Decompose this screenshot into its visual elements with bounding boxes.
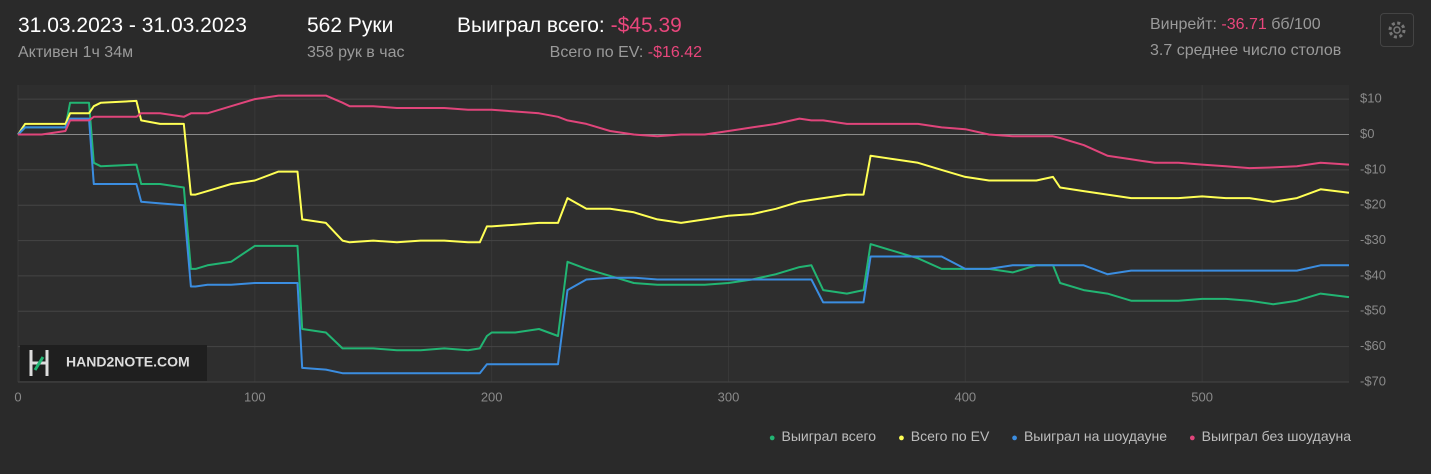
y-tick-label: -$50 [1360, 303, 1386, 318]
gear-icon [1388, 21, 1406, 39]
legend-label: Выиграл без шоудауна [1201, 428, 1351, 444]
x-tick-label: 0 [14, 389, 21, 404]
hands-per-hour: 358 рук в час [307, 44, 405, 61]
winrate-label: Винрейт: [1150, 16, 1217, 33]
ev-total: Всего по EV: -$16.42 [550, 44, 702, 62]
avg-tables: 3.7 среднее число столов [1150, 42, 1342, 59]
y-tick-label: -$70 [1360, 373, 1386, 388]
watermark-logo-accent [33, 356, 45, 371]
winrate: Винрейт: -36.71 бб/100 [1150, 16, 1321, 34]
x-tick-label: 300 [718, 389, 740, 404]
won-label: Выиграл всего: [457, 14, 605, 37]
legend-item[interactable]: ● Выиграл всего [769, 428, 876, 444]
chart: HAND2NOTE.COM 0 100 200 300 400 500 $10 $0 -$10 -… [14, 85, 1387, 405]
series-line [18, 94, 1350, 170]
legend-item[interactable]: ● Всего по EV [898, 428, 989, 444]
x-tick-label: 200 [481, 389, 503, 404]
legend-item[interactable]: ● Выиграл без шоудауна [1189, 428, 1351, 444]
legend-label: Выиграл всего [781, 428, 877, 444]
y-tick-label: -$60 [1360, 338, 1386, 353]
legend-label: Всего по EV [910, 428, 990, 444]
grid [17, 85, 1349, 383]
series-line [17, 101, 1350, 352]
legend-marker: ● [1011, 432, 1018, 444]
y-tick-label: -$10 [1360, 161, 1386, 176]
y-tick-label: $10 [1360, 91, 1382, 106]
ev-label: Всего по EV: [549, 44, 644, 61]
active-time: Активен 1ч 34м [18, 44, 134, 61]
x-tick-label: 100 [244, 389, 266, 404]
legend-marker: ● [1189, 432, 1196, 444]
date-range: 31.03.2023 - 31.03.2023 [18, 14, 247, 37]
series-line [17, 99, 1350, 244]
y-tick-label: -$20 [1360, 197, 1386, 212]
y-tick-label: -$30 [1360, 232, 1386, 247]
legend: ● Выиграл всего ● Всего по EV ● Выиграл на шо… [769, 428, 1351, 444]
ev-value: -$16.42 [647, 44, 702, 61]
settings-button[interactable] [1380, 13, 1414, 47]
x-tick-label: 400 [954, 389, 976, 404]
legend-marker: ● [898, 432, 905, 444]
winrate-value: -36.71 [1221, 16, 1267, 33]
winrate-unit: бб/100 [1271, 16, 1321, 33]
x-tick-label: 500 [1191, 389, 1213, 404]
won-value: -$45.39 [610, 14, 682, 37]
y-tick-label: $0 [1360, 126, 1374, 141]
legend-item[interactable]: ● Выиграл на шоудауне [1011, 428, 1167, 444]
watermark: HAND2NOTE.COM [66, 354, 190, 370]
series-line [17, 117, 1349, 375]
y-tick-label: -$40 [1360, 267, 1386, 282]
plot-area [18, 85, 1349, 382]
hands: 562 Руки [307, 14, 394, 37]
watermark-box [20, 345, 207, 381]
won-total: Выиграл всего: -$45.39 [457, 14, 682, 38]
legend-label: Выиграл на шоудауне [1023, 428, 1168, 444]
legend-marker: ● [768, 432, 776, 444]
